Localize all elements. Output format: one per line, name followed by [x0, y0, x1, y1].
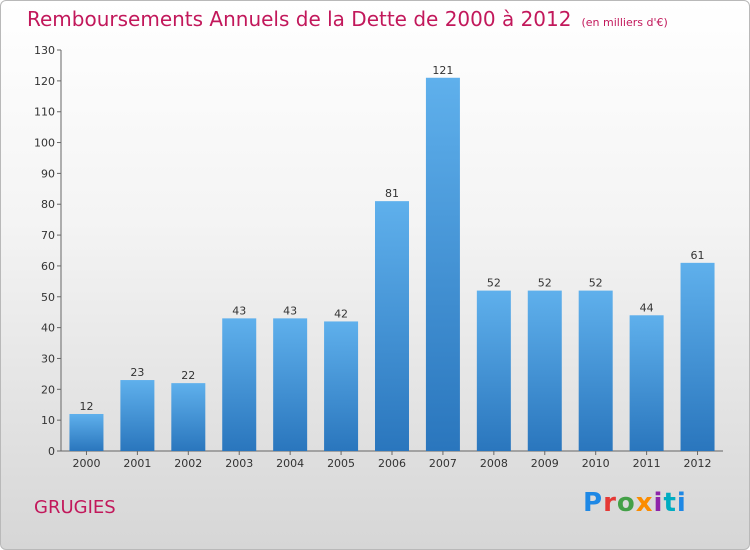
bar: [222, 318, 257, 451]
commune-name: GRUGIES: [34, 497, 116, 518]
bar-value-label: 52: [487, 277, 501, 290]
y-tick-label: 40: [41, 322, 55, 335]
bar: [273, 318, 308, 451]
x-tick-label: 2002: [174, 457, 202, 470]
y-tick-label: 0: [48, 445, 55, 458]
chart-title-text: Remboursements Annuels de la Dette de 20…: [27, 7, 572, 31]
bar: [578, 290, 613, 451]
bar-value-label: 22: [181, 369, 195, 382]
axes: 0 10 20 30 40 50 60 70 80 90 100 110 120 130 2000 2001 2…: [34, 44, 723, 470]
bar: [69, 413, 104, 451]
bar-value-label: 42: [334, 307, 348, 320]
bar: [425, 77, 460, 451]
bar: [120, 380, 155, 451]
y-tick-label: 70: [41, 229, 55, 242]
y-tick-label: 30: [41, 352, 55, 365]
bar: [171, 383, 206, 451]
y-tick-label: 90: [41, 167, 55, 180]
bar-value-label: 12: [79, 400, 93, 413]
x-tick-label: 2012: [684, 457, 712, 470]
bar: [324, 321, 359, 451]
bar-value-label: 52: [589, 277, 603, 290]
chart-unit: (en milliers d'€): [581, 16, 668, 29]
bar: [629, 315, 664, 451]
y-tick-label: 120: [34, 75, 55, 88]
bar-value-label: 121: [432, 64, 453, 77]
y-tick-label: 80: [41, 198, 55, 211]
x-tick-label: 2009: [531, 457, 559, 470]
bar: [680, 262, 715, 451]
x-tick-label: 2006: [378, 457, 406, 470]
bar-value-label: 43: [232, 304, 246, 317]
x-tick-label: 2008: [480, 457, 508, 470]
bar: [375, 201, 409, 451]
chart-title: Remboursements Annuels de la Dette de 20…: [27, 7, 668, 31]
x-tick-label: 2004: [276, 457, 304, 470]
bar-value-label: 43: [283, 304, 297, 317]
x-tick-label: 2003: [225, 457, 253, 470]
y-tick-label: 50: [41, 291, 55, 304]
x-tick-label: 2005: [327, 457, 355, 470]
bar-value-label: 23: [130, 366, 144, 379]
x-tick-label: 2000: [72, 457, 100, 470]
y-tick-label: 110: [34, 106, 55, 119]
bar-value-label: 61: [691, 249, 705, 262]
y-tick-label: 20: [41, 383, 55, 396]
bar: [476, 290, 511, 451]
bar: [527, 290, 562, 451]
y-tick-label: 60: [41, 260, 55, 273]
bar-value-label: 81: [385, 187, 399, 200]
x-tick-label: 2011: [633, 457, 661, 470]
bars: 12 23 22 43 43 42 81 121 52 52 52 44 61: [69, 64, 715, 451]
proxiti-logo: Proxiti: [583, 488, 687, 518]
x-tick-label: 2007: [429, 457, 457, 470]
y-tick-label: 10: [41, 414, 55, 427]
y-tick-label: 100: [34, 137, 55, 150]
x-tick-label: 2001: [123, 457, 151, 470]
bar-value-label: 52: [538, 277, 552, 290]
y-tick-label: 130: [34, 44, 55, 57]
bar-value-label: 44: [640, 301, 654, 314]
x-tick-label: 2010: [582, 457, 610, 470]
